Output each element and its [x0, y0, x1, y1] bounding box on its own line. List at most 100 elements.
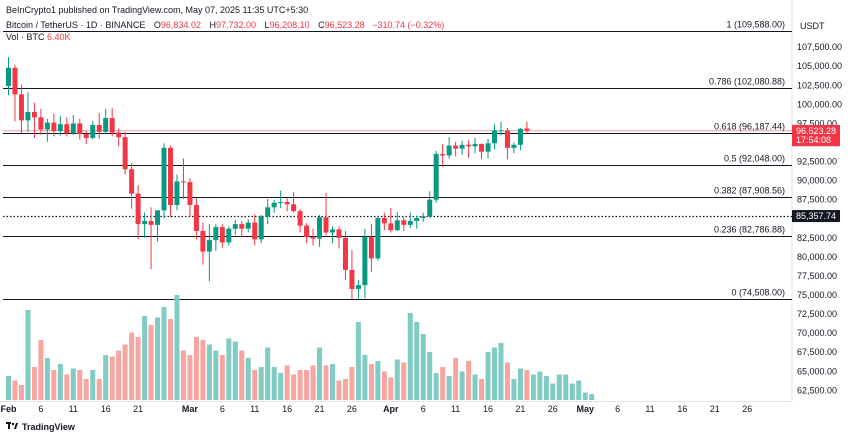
candle-body[interactable]	[70, 123, 76, 134]
candle-body[interactable]	[498, 130, 504, 132]
candle-body[interactable]	[453, 145, 459, 149]
candle-body[interactable]	[155, 210, 161, 225]
candle-body[interactable]	[18, 94, 24, 121]
candle-body[interactable]	[206, 240, 212, 252]
candle-body[interactable]	[414, 218, 420, 222]
candle-body[interactable]	[459, 144, 465, 149]
candle-body[interactable]	[232, 224, 238, 229]
candle-body[interactable]	[265, 207, 271, 217]
candle-body[interactable]	[342, 237, 348, 270]
volume-bar	[77, 370, 83, 400]
volume-bar	[135, 337, 141, 400]
candle-body[interactable]	[511, 144, 517, 148]
candle-body[interactable]	[90, 124, 96, 138]
volume-legend[interactable]: Vol · BTC 6.40K	[6, 32, 71, 42]
candle-body[interactable]	[148, 221, 154, 225]
candle-body[interactable]	[336, 229, 342, 238]
volume-bar	[543, 376, 549, 400]
candle-body[interactable]	[381, 218, 387, 224]
candle-body[interactable]	[349, 269, 355, 289]
candle-body[interactable]	[83, 134, 89, 138]
symbol-ohlc-legend[interactable]: Bitcoin / TetherUS · 1D · BINANCE O96,83…	[6, 20, 444, 30]
candle-body[interactable]	[219, 227, 225, 243]
time-tick-label: 21	[315, 404, 325, 414]
candle-body[interactable]	[517, 128, 523, 145]
candle-body[interactable]	[297, 211, 303, 226]
volume-bar	[271, 367, 277, 400]
candle-body[interactable]	[51, 122, 57, 132]
candle-body[interactable]	[310, 237, 316, 239]
candle-body[interactable]	[57, 124, 63, 132]
price-tick-label: 62,500.00	[797, 385, 837, 395]
candle-body[interactable]	[129, 169, 135, 194]
candle-body[interactable]	[25, 111, 31, 121]
candle-body[interactable]	[492, 130, 497, 144]
candle-body[interactable]	[362, 237, 368, 286]
time-tick-label: 26	[742, 404, 752, 414]
candle-body[interactable]	[31, 111, 37, 118]
candle-body[interactable]	[394, 220, 400, 231]
candle-body[interactable]	[122, 137, 128, 170]
candle-body[interactable]	[375, 218, 381, 259]
candle-body[interactable]	[96, 124, 102, 132]
candle-body[interactable]	[271, 202, 277, 208]
candle-body[interactable]	[420, 216, 426, 219]
candle-body[interactable]	[504, 130, 510, 148]
candle-body[interactable]	[64, 124, 70, 134]
candle-body[interactable]	[109, 118, 115, 133]
time-tick-label: 16	[677, 404, 687, 414]
candle-body[interactable]	[368, 237, 374, 259]
candle-body[interactable]	[440, 153, 446, 156]
candle-body[interactable]	[317, 217, 323, 239]
symbol-name[interactable]: Bitcoin / TetherUS · 1D · BINANCE	[6, 20, 146, 30]
candle-body[interactable]	[174, 181, 180, 206]
price-tick-label: 67,500.00	[797, 347, 837, 357]
candle-body[interactable]	[330, 229, 335, 233]
volume-bar	[142, 316, 148, 400]
candle-body[interactable]	[291, 204, 297, 212]
candle-body[interactable]	[252, 222, 258, 240]
candle-body[interactable]	[258, 216, 264, 240]
volume-bar	[284, 365, 290, 400]
candle-body[interactable]	[278, 201, 284, 203]
tradingview-logo[interactable]: TradingView	[6, 422, 75, 432]
candle-body[interactable]	[200, 230, 206, 252]
candle-body[interactable]	[524, 128, 530, 131]
candle-body[interactable]	[479, 144, 485, 152]
candle-body[interactable]	[433, 153, 439, 200]
candle-body[interactable]	[245, 222, 251, 229]
candle-body[interactable]	[226, 228, 232, 243]
candle-body[interactable]	[446, 145, 452, 156]
candle-body[interactable]	[213, 227, 219, 241]
candle-body[interactable]	[6, 67, 11, 87]
candle-body[interactable]	[355, 285, 361, 289]
candle-body[interactable]	[77, 123, 83, 135]
candle-body[interactable]	[135, 193, 141, 225]
candle-body[interactable]	[401, 220, 407, 225]
candle-body[interactable]	[161, 147, 167, 211]
candle-body[interactable]	[38, 117, 44, 130]
candle-body[interactable]	[427, 199, 433, 217]
candle-body[interactable]	[180, 181, 186, 183]
candle-body[interactable]	[103, 118, 109, 132]
candle-body[interactable]	[187, 182, 193, 206]
candle-body[interactable]	[485, 143, 491, 152]
volume-bar	[38, 340, 44, 400]
candle-body[interactable]	[284, 201, 290, 205]
candle-body[interactable]	[142, 221, 148, 225]
candle-body[interactable]	[168, 147, 173, 206]
candle-body[interactable]	[12, 67, 18, 95]
volume-bar	[407, 313, 413, 400]
candle-body[interactable]	[44, 122, 50, 130]
candle-body[interactable]	[466, 144, 472, 147]
time-tick-label: May	[576, 404, 594, 414]
candle-body[interactable]	[193, 205, 199, 231]
candle-body[interactable]	[407, 221, 413, 225]
candle-body[interactable]	[388, 223, 394, 231]
candle-body[interactable]	[304, 225, 310, 238]
candle-body[interactable]	[323, 217, 329, 233]
candle-body[interactable]	[239, 224, 245, 229]
candle-body[interactable]	[116, 132, 122, 138]
candle-body[interactable]	[472, 144, 478, 147]
